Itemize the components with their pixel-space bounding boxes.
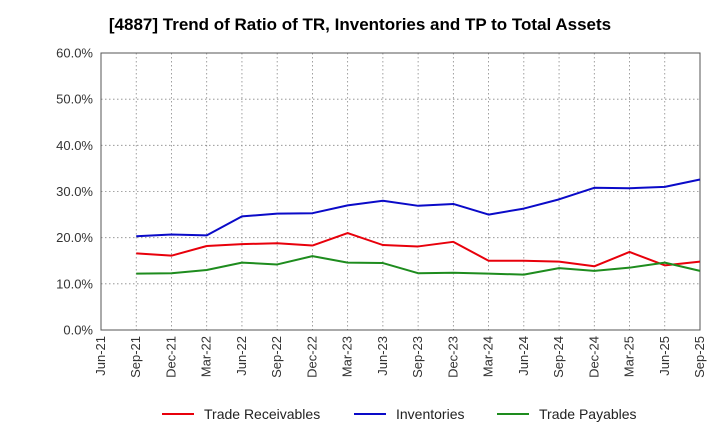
legend-label-1: Inventories (396, 406, 464, 422)
x-tick-label: Sep-23 (410, 336, 425, 378)
x-tick-label: Jun-25 (657, 336, 672, 376)
x-tick-label: Sep-22 (269, 336, 284, 378)
legend: Trade Receivables Inventories Trade Payabl… (162, 406, 637, 422)
x-tick-label: Sep-25 (692, 336, 707, 378)
x-tick-label: Mar-22 (199, 336, 214, 377)
chart-title: [4887] Trend of Ratio of TR, Inventories… (109, 15, 611, 34)
x-tick-label: Dec-22 (304, 336, 319, 378)
plot-frame (100, 52, 701, 331)
x-tick-label: Jun-24 (516, 336, 531, 376)
x-tick-label: Dec-24 (586, 336, 601, 378)
series-lines (136, 178, 701, 276)
x-tick-label: Mar-25 (622, 336, 637, 377)
x-tick-label: Sep-24 (551, 336, 566, 378)
y-tick-label: 30.0% (56, 184, 93, 199)
y-tick-label: 40.0% (56, 138, 93, 153)
y-tick-label: 0.0% (63, 323, 93, 338)
y-tick-label: 60.0% (56, 46, 93, 61)
x-tick-label: Mar-24 (481, 336, 496, 377)
x-tick-label: Jun-22 (234, 336, 249, 376)
y-tick-label: 50.0% (56, 92, 93, 107)
x-tick-label: Jun-23 (375, 336, 390, 376)
x-tick-label: Dec-23 (445, 336, 460, 378)
x-tick-label: Jun-21 (93, 336, 108, 376)
series-line-2 (136, 255, 701, 276)
y-tick-label: 20.0% (56, 230, 93, 245)
grid (101, 53, 700, 330)
x-tick-label: Dec-21 (163, 336, 178, 378)
series-line-0 (136, 232, 701, 268)
x-tick-label: Mar-23 (340, 336, 355, 377)
x-tick-label: Sep-21 (128, 336, 143, 378)
legend-label-0: Trade Receivables (204, 406, 320, 422)
y-tick-label: 10.0% (56, 276, 93, 291)
legend-label-2: Trade Payables (539, 406, 637, 422)
series-line-1 (136, 178, 701, 238)
axes: Jun-21 Sep-21 Dec-21 Mar-22 Jun-22 Sep-22 Dec-… (56, 46, 707, 378)
